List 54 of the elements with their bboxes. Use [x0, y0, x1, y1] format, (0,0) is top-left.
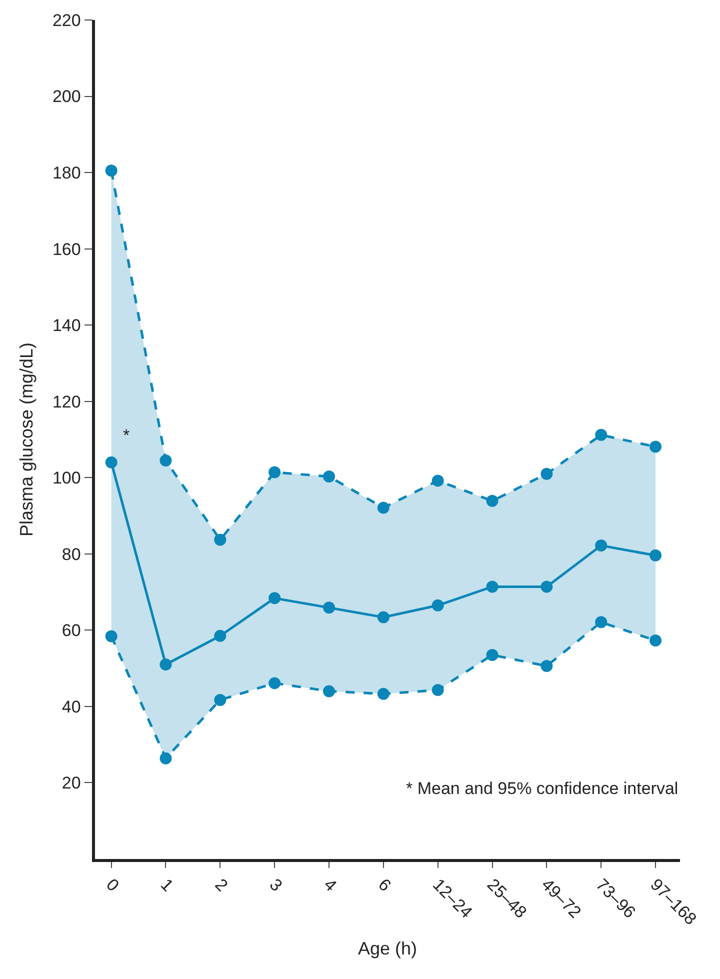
point: [323, 602, 335, 614]
point: [377, 688, 390, 700]
point: [160, 454, 172, 466]
y-tick-label: 100: [52, 468, 81, 488]
point: [650, 549, 662, 562]
point: [486, 494, 498, 507]
point: [486, 648, 498, 661]
y-axis-title: Plasma glucose (mg/dL): [16, 342, 37, 537]
point: [595, 616, 608, 628]
y-tick-label: 60: [62, 621, 81, 640]
point: [105, 164, 118, 177]
y-tick-label: 180: [52, 164, 81, 182]
point: [268, 592, 281, 604]
point: [595, 428, 608, 441]
x-tick-label: 3: [266, 875, 286, 896]
annotation: *: [123, 426, 130, 445]
point: [105, 456, 118, 468]
point: [160, 752, 172, 764]
annotation: * Mean and 95% confidence interval: [406, 779, 678, 798]
point: [323, 685, 335, 698]
y-tick-label: 200: [52, 87, 81, 106]
x-tick-label: 4: [320, 875, 340, 896]
x-tick-label: 0: [102, 875, 123, 896]
y-tick-label: 160: [52, 240, 81, 259]
point: [540, 580, 553, 593]
point: [432, 684, 444, 696]
point: [268, 677, 281, 690]
y-tick-label: 120: [52, 392, 81, 412]
point: [214, 534, 226, 546]
point: [432, 474, 444, 487]
point: [432, 599, 444, 612]
point: [486, 580, 498, 593]
point: [377, 502, 390, 514]
point: [214, 694, 226, 706]
x-tick-label: 6: [374, 875, 395, 896]
y-tick-label: 80: [62, 544, 81, 564]
y-tick-label: 140: [52, 316, 81, 336]
x-tick-label: 2: [211, 875, 232, 896]
point: [650, 440, 662, 453]
point: [650, 634, 662, 646]
point: [540, 468, 553, 480]
point: [214, 630, 226, 642]
point: [105, 630, 118, 642]
y-tick-label: 220: [52, 10, 81, 30]
y-tick-label: 20: [62, 774, 81, 793]
y-tick-label: 40: [62, 697, 81, 716]
x-axis-title: Age (h): [358, 938, 418, 959]
point: [268, 466, 281, 478]
point: [377, 611, 390, 624]
point: [540, 660, 553, 672]
point: [160, 658, 172, 670]
point: [595, 540, 608, 552]
x-tick-label: 1: [156, 875, 178, 896]
point: [323, 470, 335, 482]
